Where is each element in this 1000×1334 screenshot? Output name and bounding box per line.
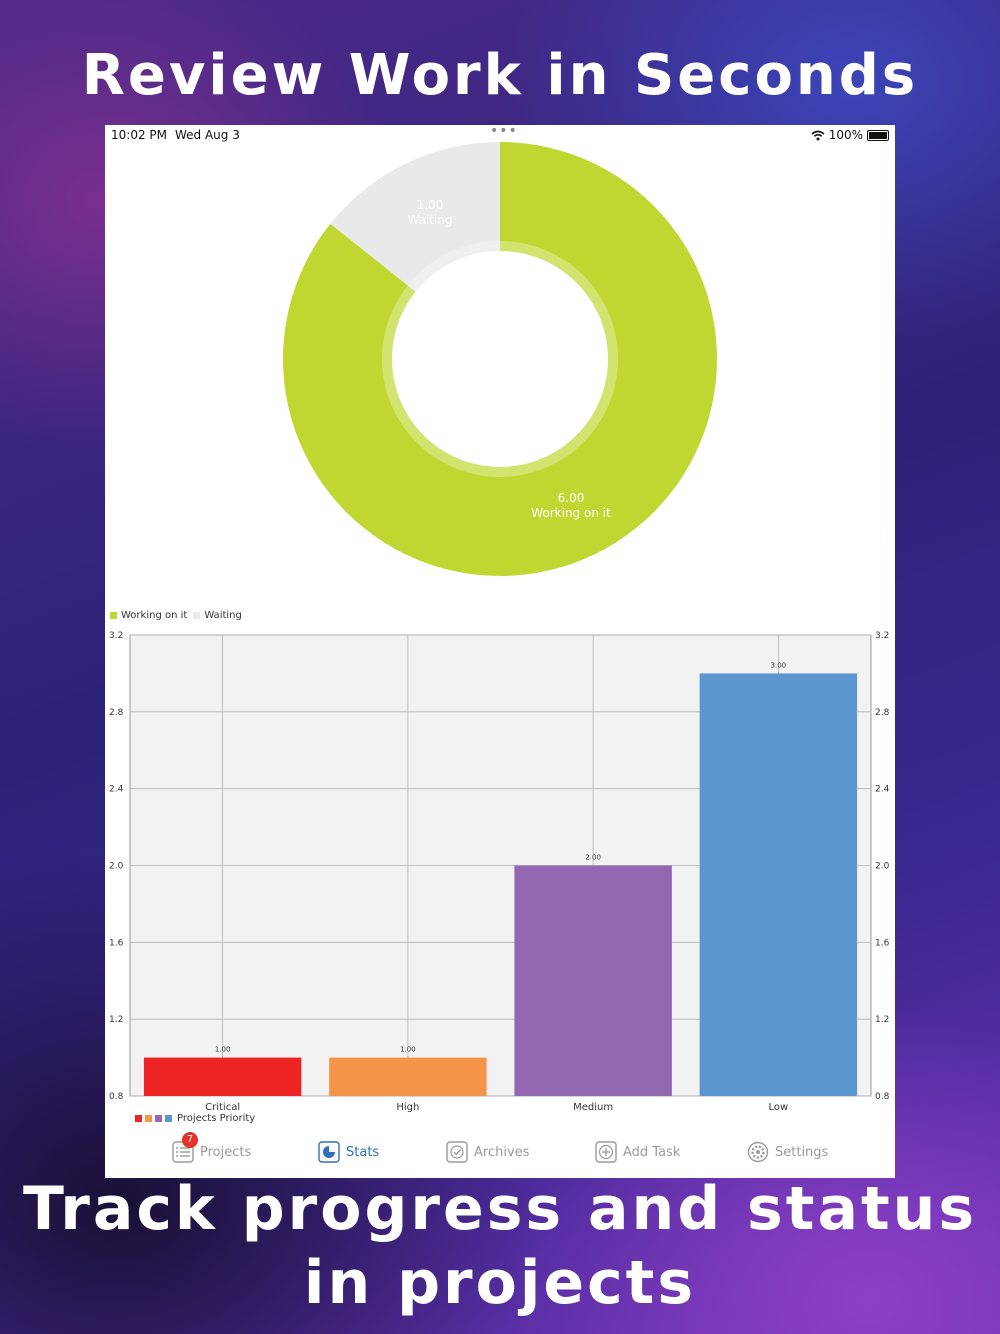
legend-label-projects-priority: Projects Priority (177, 1113, 256, 1124)
status-right: 100% (811, 128, 889, 142)
tab-settings[interactable]: Settings (747, 1141, 828, 1163)
waiting-name-label: Waiting (407, 213, 452, 227)
bar-high (329, 1057, 487, 1096)
wifi-icon (811, 130, 825, 140)
bar-critical (143, 1057, 302, 1096)
y-tick-label-right: 2.4 (875, 785, 890, 795)
tab-bar: 7 Projects Stats Archives (105, 1132, 895, 1178)
legend-swatch-critical (135, 1115, 142, 1122)
legend-item-working: Working on it (110, 610, 187, 621)
plus-icon (595, 1141, 617, 1163)
x-category-label: Medium (573, 1102, 613, 1113)
donut-hole (392, 251, 608, 467)
legend-label-waiting: Waiting (204, 610, 242, 621)
y-tick-label-left: 2.4 (109, 785, 124, 795)
top-headline: Review Work in Seconds (81, 43, 919, 108)
bottom-headline-line-2: in projects (303, 1248, 697, 1318)
legend-item-waiting: Waiting (193, 610, 242, 621)
bar-legend: Projects Priority (135, 1113, 255, 1124)
legend-swatch-working (110, 611, 117, 619)
status-bar: 10:02 PM Wed Aug 3 ••• 100% (105, 125, 895, 145)
ipad-screen: 10:02 PM Wed Aug 3 ••• 100% 6.00 Working… (105, 125, 895, 1178)
tab-add-task[interactable]: Add Task (595, 1141, 680, 1163)
checkmark-icon (446, 1141, 468, 1163)
bar-value-label: 1.00 (215, 1046, 231, 1054)
pie-chart-icon (318, 1141, 340, 1163)
tab-archives-label: Archives (474, 1144, 530, 1160)
y-tick-label-left: 1.6 (109, 938, 124, 948)
battery-icon (867, 129, 889, 141)
bottom-headline: Track progress and status in projects (0, 1172, 1000, 1320)
bar-value-label: 2.00 (585, 854, 601, 862)
gear-icon (747, 1141, 769, 1163)
bar-medium (514, 865, 672, 1096)
pie-legend: Working on it Waiting (110, 610, 242, 621)
legend-label-working: Working on it (121, 610, 188, 621)
tab-settings-label: Settings (775, 1144, 829, 1160)
multitask-dots[interactable]: ••• (490, 125, 518, 139)
tab-add-task-label: Add Task (623, 1144, 681, 1160)
projects-badge: 7 (182, 1132, 198, 1148)
y-tick-label-right: 0.8 (875, 1092, 890, 1102)
list-icon: 7 (172, 1132, 198, 1163)
x-category-label: Critical (205, 1102, 240, 1113)
y-tick-label-left: 3.2 (109, 631, 123, 641)
y-tick-label-right: 1.6 (875, 938, 890, 948)
bar-low (699, 673, 858, 1096)
y-tick-label-right: 3.2 (875, 631, 889, 641)
tab-stats-label: Stats (346, 1144, 380, 1160)
priority-bar-chart: 0.8 0.8 1.2 1.2 1.6 1.6 2.0 2.0 2.4 2.4 2.8 2.8 3.2 3… (109, 631, 890, 1113)
y-tick-label-left: 2.0 (109, 862, 124, 872)
legend-swatch-high (145, 1115, 152, 1122)
tab-projects-label: Projects (200, 1144, 252, 1160)
legend-swatch-waiting (193, 611, 201, 619)
status-time: 10:02 PM (111, 128, 167, 142)
tab-archives[interactable]: Archives (446, 1141, 529, 1163)
y-tick-label-right: 1.2 (875, 1015, 889, 1025)
working-value-label: 6.00 (558, 491, 585, 505)
y-tick-label-left: 1.2 (109, 1015, 123, 1025)
bar-layer: 0.8 0.8 1.2 1.2 1.6 1.6 2.0 2.0 2.4 2.4 2.8 2.8 3.2 3… (109, 631, 890, 1113)
bar-value-label: 1.00 (400, 1046, 416, 1054)
legend-swatch-low (165, 1115, 172, 1122)
y-tick-label-left: 0.8 (109, 1092, 124, 1102)
y-tick-label-right: 2.8 (875, 708, 890, 718)
y-tick-label-left: 2.8 (109, 708, 124, 718)
bar-value-label: 3.00 (771, 661, 787, 669)
legend-swatch-medium (155, 1115, 162, 1122)
working-name-label: Working on it (531, 506, 611, 520)
bottom-headline-line-1: Track progress and status (22, 1174, 978, 1244)
x-category-label: High (396, 1102, 419, 1113)
waiting-value-label: 1.00 (417, 198, 444, 212)
tab-projects[interactable]: 7 Projects (172, 1132, 252, 1163)
y-tick-label-right: 2.0 (875, 862, 890, 872)
status-donut-chart: 6.00 Working on it 1.00 Waiting (283, 142, 717, 576)
battery-percent: 100% (828, 128, 863, 142)
status-date: Wed Aug 3 (175, 128, 240, 142)
tab-stats[interactable]: Stats (318, 1141, 379, 1163)
x-category-label: Low (769, 1102, 789, 1113)
